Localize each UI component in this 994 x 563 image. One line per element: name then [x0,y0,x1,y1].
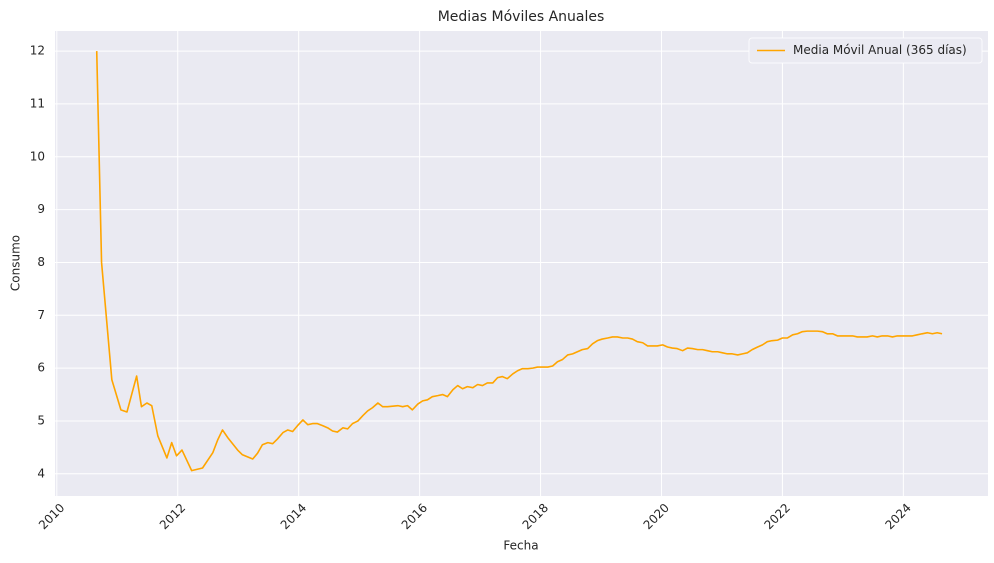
y-axis-label: Consumo [9,235,23,291]
x-tick-label: 2022 [762,501,793,532]
y-tick-label: 5 [37,413,45,427]
y-tick-label: 7 [37,308,45,322]
grid [55,31,988,496]
y-tick-label: 10 [30,149,45,163]
x-tick-label: 2024 [882,501,913,532]
x-tick-label: 2018 [520,501,551,532]
data-line [95,51,943,472]
legend-label: Media Móvil Anual (365 días) [793,43,967,57]
chart-title: Medias Móviles Anuales [438,9,605,25]
x-axis-label: Fecha [503,539,538,553]
legend: Media Móvil Anual (365 días) [748,37,983,64]
y-tick-label: 9 [37,202,45,216]
y-tick-label: 11 [30,96,45,110]
plot-area [55,31,988,496]
legend-box [748,37,983,64]
x-tick-label: 2010 [36,501,67,532]
y-tick-label: 4 [37,466,45,480]
x-tick-label: 2020 [641,501,672,532]
y-tick-label: 8 [37,255,45,269]
y-tick-label: 6 [37,361,45,375]
marks [95,51,943,472]
x-tick-label: 2016 [399,501,430,532]
x-tick-label: 2014 [278,501,309,532]
y-tick-label: 12 [30,44,45,58]
x-tick-label: 2012 [157,501,188,532]
